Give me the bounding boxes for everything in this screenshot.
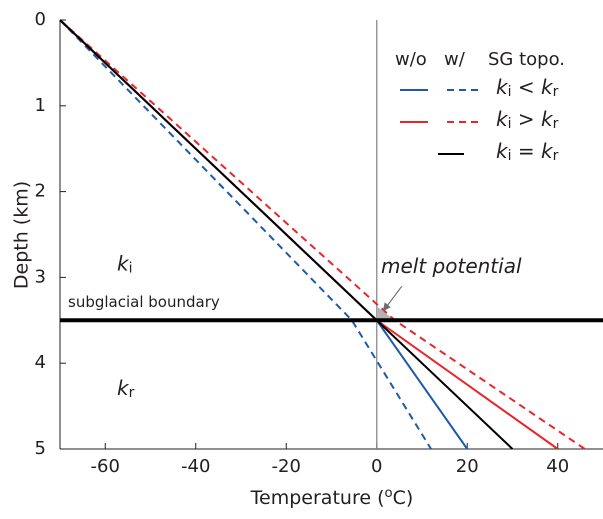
legend-header: w/o (395, 49, 427, 70)
x-tick-label: -60 (91, 456, 120, 477)
legend-label: ki < kr (496, 75, 559, 101)
y-tick-label: 1 (35, 95, 46, 116)
sg-line (59, 19, 432, 450)
x-tick-label: -20 (272, 456, 301, 477)
legend-label: ki > kr (496, 107, 559, 133)
boundary-label: subglacial boundary (68, 293, 220, 311)
y-tick-label: 4 (35, 352, 46, 373)
legend-header: SG topo. (488, 49, 565, 70)
y-tick-label: 3 (35, 266, 46, 287)
annotation: melt potential (381, 254, 522, 278)
legend-label: ki = kr (496, 139, 559, 165)
arrow-head (382, 302, 391, 312)
layer-label: kr (117, 375, 135, 401)
layer-label: ki (117, 251, 132, 277)
line (59, 19, 559, 450)
x-tick-label: 40 (546, 456, 569, 477)
arrow (386, 285, 403, 307)
y-tick-label: 2 (35, 181, 46, 202)
x-tick-label: -40 (181, 456, 210, 477)
y-axis-title: Depth (km) (11, 181, 33, 289)
y-tick-label: 5 (35, 438, 46, 459)
legend-header: w/ (444, 49, 466, 70)
x-tick-label: 0 (371, 456, 382, 477)
x-axis-title: Temperature (oC) (250, 486, 414, 509)
x-tick-label: 20 (456, 456, 479, 477)
y-tick-label: 0 (35, 9, 46, 30)
